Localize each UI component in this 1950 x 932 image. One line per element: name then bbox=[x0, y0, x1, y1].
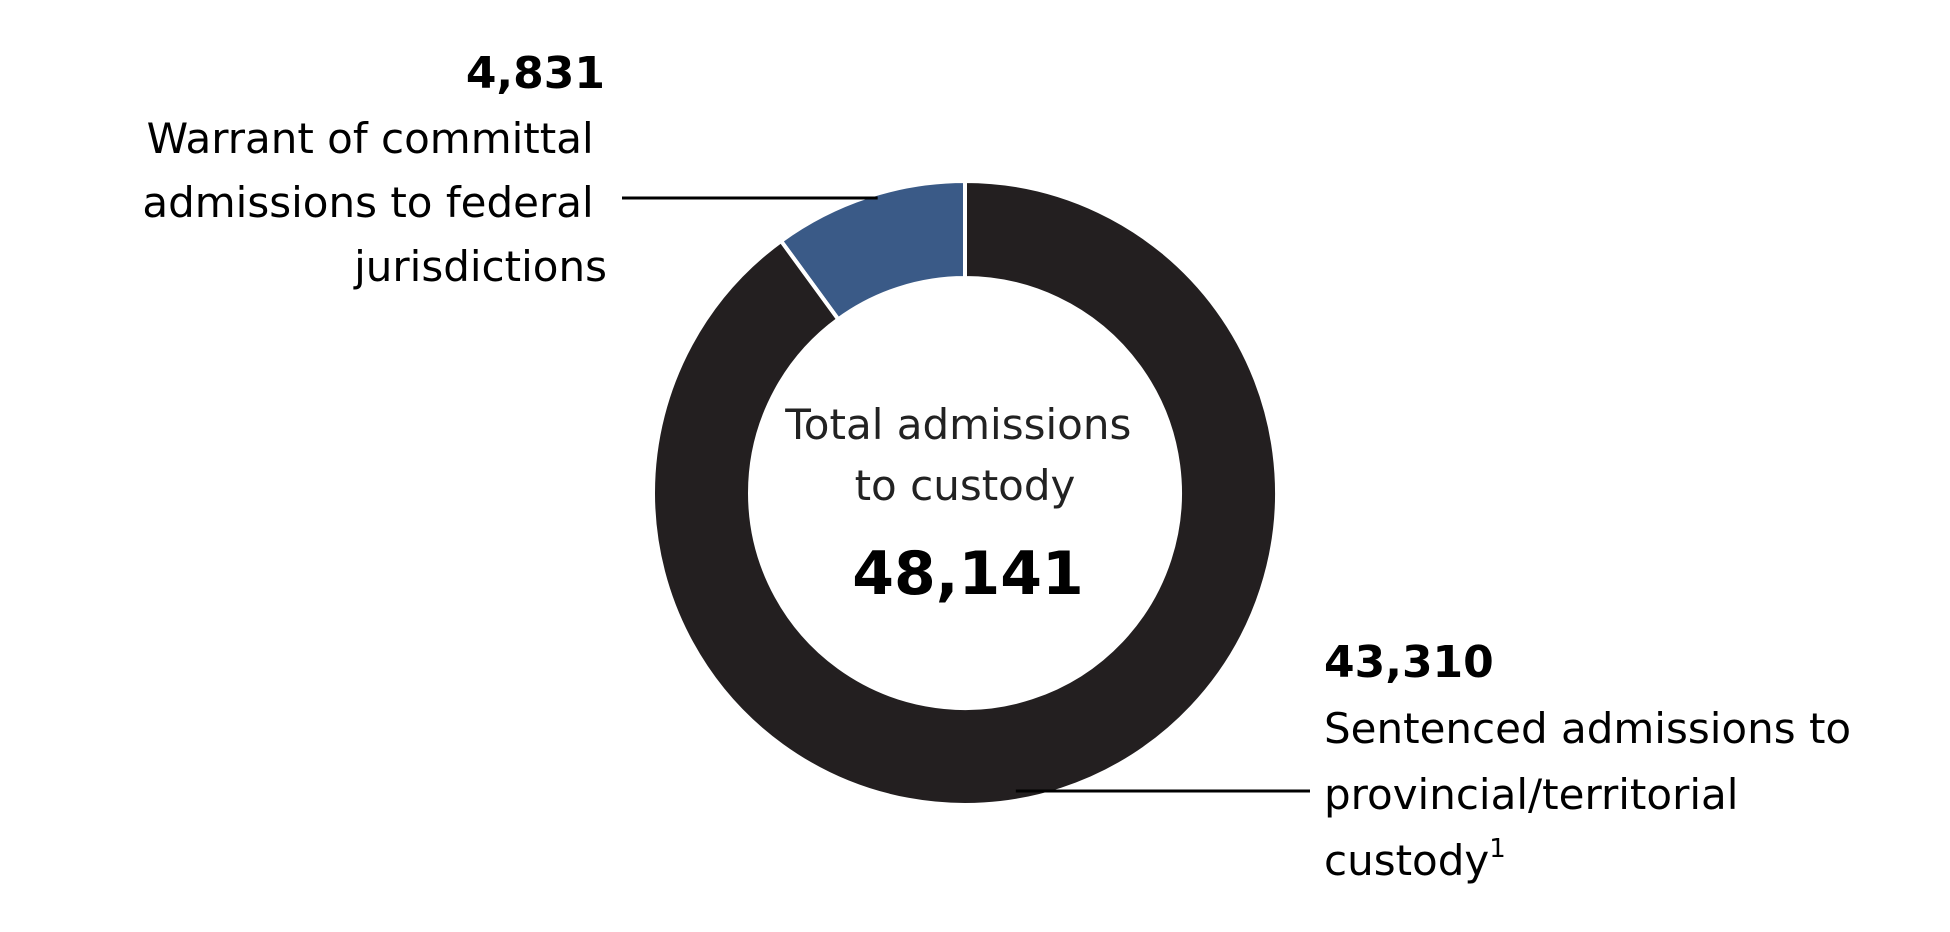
slice-sentenced bbox=[651, 178, 1279, 807]
slice-value-warrant: 4,831 bbox=[466, 48, 605, 99]
slice-label-sentenced-line-3: custody bbox=[1324, 836, 1489, 885]
slice-label-warrant-line-2: admissions to federal bbox=[142, 178, 593, 227]
total-value: 48,141 bbox=[852, 539, 1084, 609]
slice-value-sentenced: 43,310 bbox=[1324, 637, 1494, 688]
slice-label-sentenced: Sentenced admissions to provincial/terri… bbox=[1324, 704, 1864, 885]
center-label-line-1: Total admissions bbox=[784, 400, 1131, 449]
slice-label-sentenced-line-2: provincial/territorial bbox=[1324, 770, 1738, 819]
center-label: Total admissions to custody bbox=[784, 400, 1144, 510]
donut-slices bbox=[651, 178, 1279, 807]
slice-label-warrant-line-3: jurisdictions bbox=[353, 242, 607, 291]
center-label-line-2: to custody bbox=[855, 461, 1076, 510]
slice-label-sentenced-line-1: Sentenced admissions to bbox=[1324, 704, 1851, 753]
slice-label-warrant: Warrant of committal admissions to feder… bbox=[142, 114, 607, 291]
footnote-marker: 1 bbox=[1489, 834, 1506, 864]
slice-label-warrant-line-1: Warrant of committal bbox=[147, 114, 594, 163]
